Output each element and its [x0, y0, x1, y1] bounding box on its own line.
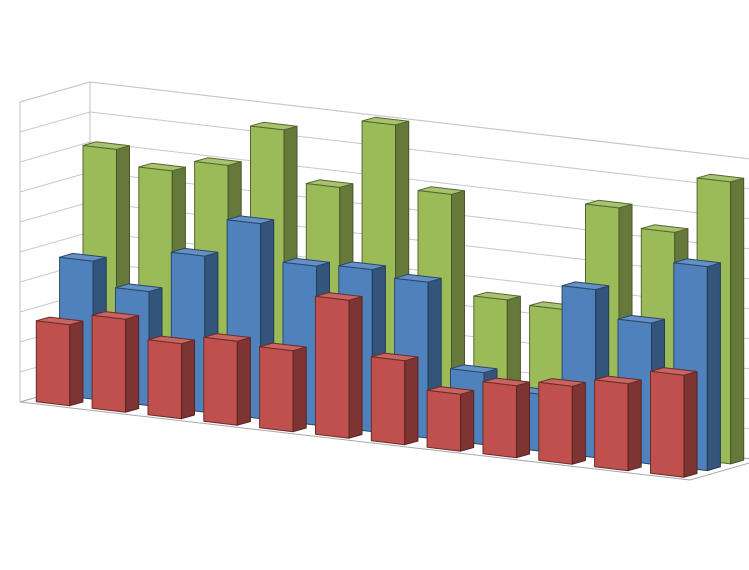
bar — [315, 292, 363, 439]
bar-side-face — [181, 339, 195, 420]
bar-front-face — [538, 381, 573, 465]
bar-side-face — [69, 320, 84, 407]
bar-top-face — [417, 186, 465, 195]
bar — [91, 311, 140, 413]
bar — [482, 377, 530, 459]
gridline — [19, 81, 749, 160]
bar-top-face — [338, 261, 386, 271]
bar — [594, 375, 642, 472]
bar-front-face — [426, 389, 462, 452]
bar — [203, 333, 251, 426]
bar-side-face — [627, 379, 642, 472]
bar-side-face — [516, 381, 530, 459]
bar-side-face — [571, 382, 586, 465]
gridline — [19, 141, 749, 220]
bar-front-face — [147, 339, 182, 420]
bar-top-face — [59, 252, 107, 262]
bar-front-face — [315, 295, 350, 439]
bar-top-face — [361, 116, 410, 126]
chart-bars — [35, 116, 745, 478]
bar — [561, 281, 610, 459]
bar — [426, 386, 475, 452]
bar-top-face — [115, 283, 163, 293]
bar-top-face — [561, 281, 610, 291]
bar-top-face — [394, 273, 442, 283]
bar-side-face — [404, 356, 419, 446]
bar — [259, 342, 307, 433]
bar-top-face — [259, 342, 307, 352]
bar-top-face — [673, 258, 721, 268]
bar-side-face — [460, 390, 475, 452]
bar-front-face — [650, 370, 685, 478]
bar-front-face — [259, 346, 294, 433]
bar-front-face — [594, 379, 629, 472]
bar-top-face — [585, 199, 633, 209]
bar-front-face — [370, 356, 406, 446]
bar-side-face — [292, 346, 307, 433]
bar-front-face — [482, 381, 517, 459]
bar-side-face — [706, 262, 721, 472]
bar-top-face — [170, 247, 219, 257]
bar-top-face — [617, 314, 665, 324]
bar-top-face — [696, 173, 745, 183]
bar-front-face — [35, 320, 71, 407]
bar — [370, 352, 419, 446]
bar-side-face — [730, 177, 745, 465]
bar-side-face — [125, 315, 140, 413]
bar-top-face — [203, 333, 251, 342]
bar-side-face — [348, 296, 363, 439]
bar-top-face — [473, 291, 521, 301]
bar-top-face — [194, 157, 242, 166]
bar-top-face — [282, 257, 330, 267]
bar-top-face — [426, 386, 475, 395]
bar — [650, 367, 698, 478]
bar-top-face — [482, 377, 530, 387]
bar-front-face — [203, 336, 238, 426]
bar-front-face — [91, 314, 127, 413]
bar-side-face — [236, 337, 251, 426]
bar-top-face — [226, 215, 275, 225]
gridline — [19, 111, 749, 190]
bar-top-face — [538, 378, 586, 387]
bar-top-face — [35, 316, 84, 326]
bar-top-face — [450, 364, 498, 374]
bar-side-face — [683, 371, 698, 478]
bar — [35, 316, 84, 407]
bar — [147, 335, 195, 420]
bar-top-face — [650, 367, 698, 376]
bar-top-face — [370, 352, 419, 362]
bar — [538, 378, 586, 465]
bar-top-face — [82, 141, 130, 150]
bar-top-face — [640, 224, 689, 233]
bar-top-face — [138, 162, 186, 172]
bar-top-face — [315, 292, 363, 301]
bar-top-face — [91, 311, 140, 320]
bar-top-face — [147, 335, 195, 345]
bar-top-face — [305, 179, 354, 188]
bar-top-face — [594, 375, 642, 385]
bar-top-face — [250, 121, 298, 131]
